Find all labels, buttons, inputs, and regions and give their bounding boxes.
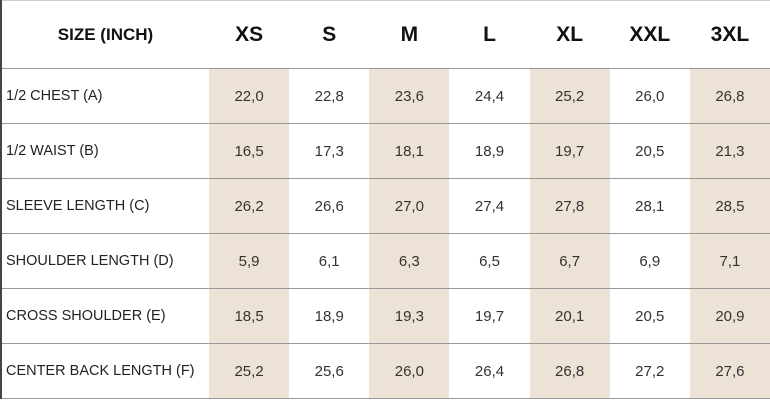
measurement-cell: 6,9: [609, 233, 690, 289]
measurement-cell: 25,2: [529, 68, 610, 124]
measurement-label: 1/2 CHEST (A): [1, 68, 209, 124]
measurement-cell: 27,0: [369, 178, 450, 234]
measurement-cell: 20,9: [689, 288, 770, 344]
measurement-cell: 18,9: [449, 123, 530, 179]
measurement-cell: 27,6: [689, 343, 770, 399]
size-header: XS: [235, 22, 264, 46]
measurement-cell: 6,5: [449, 233, 530, 289]
measurement-cell: 6,3: [369, 233, 450, 289]
table-row: 1/2 CHEST (A) 22,0 22,8 23,6 24,4 25,2 26,0 26,…: [1, 68, 770, 124]
table-header: SIZE (INCH) XS S M L XL XXL 3XL: [1, 1, 770, 69]
measurement-cell: 27,2: [609, 343, 690, 399]
header-row: SIZE (INCH) XS S M L XL XXL 3XL: [1, 1, 770, 69]
size-header: XL: [556, 22, 584, 46]
table-row: CROSS SHOULDER (E) 18,5 18,9 19,3 19,7 20,1 20…: [1, 288, 770, 344]
measurement-cell: 19,3: [369, 288, 450, 344]
measurement-cell: 26,8: [689, 68, 770, 124]
label-header: SIZE (INCH): [57, 24, 154, 44]
measurement-cell: 18,5: [209, 288, 290, 344]
measurement-cell: 27,4: [449, 178, 530, 234]
measurement-cell: 26,4: [449, 343, 530, 399]
measurement-cell: 21,3: [689, 123, 770, 179]
measurement-cell: 25,2: [209, 343, 290, 399]
measurement-cell: 23,6: [369, 68, 450, 124]
table-body: 1/2 CHEST (A) 22,0 22,8 23,6 24,4 25,2 26,0 26,…: [1, 68, 770, 399]
table-row: SLEEVE LENGTH (C) 26,2 26,6 27,0 27,4 27,8 28,…: [1, 178, 770, 234]
measurement-cell: 20,5: [609, 123, 690, 179]
measurement-cell: 26,0: [609, 68, 690, 124]
measurement-cell: 26,0: [369, 343, 450, 399]
measurement-cell: 20,5: [609, 288, 690, 344]
measurement-cell: 5,9: [209, 233, 290, 289]
measurement-cell: 18,1: [369, 123, 450, 179]
measurement-cell: 28,5: [689, 178, 770, 234]
size-header: 3XL: [710, 22, 750, 46]
measurement-cell: 26,6: [289, 178, 370, 234]
table-row: 1/2 WAIST (B) 16,5 17,3 18,1 18,9 19,7 20,5 21,…: [1, 123, 770, 179]
size-header: XXL: [629, 22, 671, 46]
measurement-cell: 24,4: [449, 68, 530, 124]
measurement-label: SHOULDER LENGTH (D): [1, 233, 209, 289]
measurement-cell: 16,5: [209, 123, 290, 179]
measurement-cell: 27,8: [529, 178, 610, 234]
measurement-cell: 19,7: [529, 123, 610, 179]
measurement-cell: 6,1: [289, 233, 370, 289]
measurement-label: 1/2 WAIST (B): [1, 123, 209, 179]
measurement-cell: 26,2: [209, 178, 290, 234]
size-header: S: [322, 22, 337, 46]
table-row: CENTER BACK LENGTH (F) 25,2 25,6 26,0 26,4 26…: [1, 343, 770, 399]
measurement-cell: 22,8: [289, 68, 370, 124]
measurement-cell: 6,7: [529, 233, 610, 289]
measurement-label: SLEEVE LENGTH (C): [1, 178, 209, 234]
measurement-cell: 26,8: [529, 343, 610, 399]
measurement-label: CROSS SHOULDER (E): [1, 288, 209, 344]
measurement-cell: 19,7: [449, 288, 530, 344]
measurement-label: CENTER BACK LENGTH (F): [1, 343, 209, 399]
measurement-cell: 7,1: [689, 233, 770, 289]
size-header: L: [483, 22, 496, 46]
table-row: SHOULDER LENGTH (D) 5,9 6,1 6,3 6,5 6,7 6,9 7,1: [1, 233, 770, 289]
size-header: M: [400, 22, 419, 46]
measurement-cell: 22,0: [209, 68, 290, 124]
measurement-cell: 17,3: [289, 123, 370, 179]
measurement-cell: 20,1: [529, 288, 610, 344]
measurement-cell: 18,9: [289, 288, 370, 344]
measurement-cell: 28,1: [609, 178, 690, 234]
measurement-cell: 25,6: [289, 343, 370, 399]
